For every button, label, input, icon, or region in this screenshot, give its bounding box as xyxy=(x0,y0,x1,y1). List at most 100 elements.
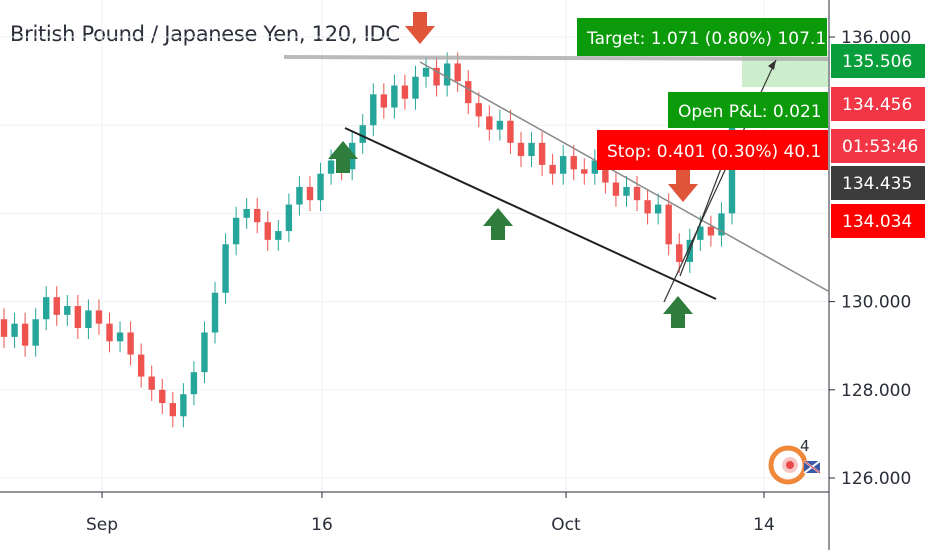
candle-body xyxy=(148,376,155,390)
logo-badge-number: 4 xyxy=(800,437,810,455)
price-tag[interactable]: 01:53:46 xyxy=(831,129,925,163)
candle-body xyxy=(475,103,482,117)
candle-body xyxy=(718,213,725,236)
rising-line-b[interactable] xyxy=(679,149,729,277)
price-tag[interactable]: 134.034 xyxy=(831,204,925,238)
candle-body xyxy=(380,94,388,108)
candle-body xyxy=(317,173,324,201)
candle-body xyxy=(422,67,430,77)
target-label[interactable]: Target: 1.071 (0.80%) 107.1 xyxy=(577,18,827,56)
candle-body xyxy=(559,156,567,174)
arrow-down-icon xyxy=(668,170,698,202)
candle-body xyxy=(296,186,303,205)
arrow-up-icon xyxy=(663,296,693,328)
grid xyxy=(0,0,828,492)
arrow-markers xyxy=(328,12,698,328)
candle-body xyxy=(507,120,514,143)
candle-body xyxy=(106,323,113,342)
target-arrow-head xyxy=(768,60,776,70)
time-tick-label: Oct xyxy=(551,515,581,535)
candle-body xyxy=(528,142,535,157)
candle-body xyxy=(116,332,124,342)
candle-body xyxy=(169,403,177,417)
candle-body xyxy=(707,226,715,236)
price-tag-background xyxy=(831,87,925,121)
candle-body xyxy=(64,306,71,315)
candle-body xyxy=(0,319,8,337)
candle-body xyxy=(127,332,134,355)
candle-body xyxy=(243,208,250,218)
candle-body xyxy=(433,67,440,86)
candle-body xyxy=(222,244,229,293)
candle-body xyxy=(254,208,261,223)
price-tag[interactable]: 134.456 xyxy=(831,87,925,121)
candle-body xyxy=(370,94,377,126)
candle-body xyxy=(95,310,103,324)
price-tick-label: 128.000 xyxy=(841,381,911,401)
price-tag-value: 134.456 xyxy=(842,95,912,115)
candle-body xyxy=(180,394,187,417)
candle-body xyxy=(306,186,314,201)
price-tag[interactable]: 135.506 xyxy=(831,44,925,78)
candle-body xyxy=(465,81,472,104)
price-tick-label: 136.000 xyxy=(841,28,911,48)
candle-body xyxy=(264,222,271,240)
open-pl-label-text: Open P&L: 0.021 xyxy=(678,102,822,122)
price-tag-value: 135.506 xyxy=(842,52,912,72)
candle-body xyxy=(697,226,704,240)
candle-body xyxy=(654,204,662,214)
target-label-text: Target: 1.071 (0.80%) 107.1 xyxy=(586,29,826,49)
candle-body xyxy=(549,164,556,174)
time-tick-label: 16 xyxy=(311,515,333,535)
candle-body xyxy=(211,292,219,333)
candle-body xyxy=(53,297,60,315)
candle-body xyxy=(43,297,50,320)
candle-body xyxy=(74,306,82,329)
price-tag-background xyxy=(831,166,925,200)
candle-body xyxy=(443,63,451,86)
price-tag-background xyxy=(831,44,925,78)
candle-body xyxy=(232,217,240,245)
price-tick-label: 130.000 xyxy=(841,293,911,313)
candle-body xyxy=(496,120,504,130)
candle-body xyxy=(412,76,419,99)
brand-logo-icon: 4 xyxy=(768,437,821,485)
lower-trend-line[interactable] xyxy=(344,127,717,300)
price-tag-value: 134.435 xyxy=(842,174,912,194)
candle-body xyxy=(137,354,145,377)
arrow-up-icon xyxy=(483,208,513,240)
candle-body xyxy=(570,156,577,170)
upper-trend-line[interactable] xyxy=(419,61,829,292)
price-tag-background xyxy=(831,204,925,238)
candle-body xyxy=(517,142,525,157)
candle-body xyxy=(359,125,366,143)
candle-body xyxy=(538,142,546,165)
stop-label-text: Stop: 0.401 (0.30%) 40.1 xyxy=(607,142,821,162)
candle-body xyxy=(486,116,493,130)
candle-body xyxy=(201,332,208,373)
candle-body xyxy=(275,231,282,240)
price-axis-ticks: 126.000 128.000 130.000 136.000 xyxy=(829,28,911,489)
price-tag-background xyxy=(831,129,925,163)
candle-body xyxy=(454,63,461,82)
time-tick-label: 14 xyxy=(753,515,775,535)
candle-body xyxy=(327,160,335,174)
candle-body xyxy=(21,323,29,346)
price-tag-value: 01:53:46 xyxy=(842,137,918,157)
candle-body xyxy=(190,372,198,395)
open-pl-label[interactable]: Open P&L: 0.021 xyxy=(668,92,828,128)
price-tags: 135.506 134.456 01:53:46 134.435 134.034 xyxy=(831,44,925,238)
target-zone xyxy=(742,50,828,87)
candle-body xyxy=(11,323,18,337)
candle-body xyxy=(665,204,672,245)
candle-body xyxy=(591,160,599,174)
time-tick-label: Sep xyxy=(86,515,118,535)
resistance-line[interactable] xyxy=(283,55,829,61)
candle-body xyxy=(633,186,641,201)
price-tag[interactable]: 134.435 xyxy=(831,166,925,200)
candle-body xyxy=(602,160,609,183)
candle-body xyxy=(623,186,630,196)
candle-body xyxy=(391,85,398,108)
stop-label[interactable]: Stop: 0.401 (0.30%) 40.1 xyxy=(597,130,828,170)
